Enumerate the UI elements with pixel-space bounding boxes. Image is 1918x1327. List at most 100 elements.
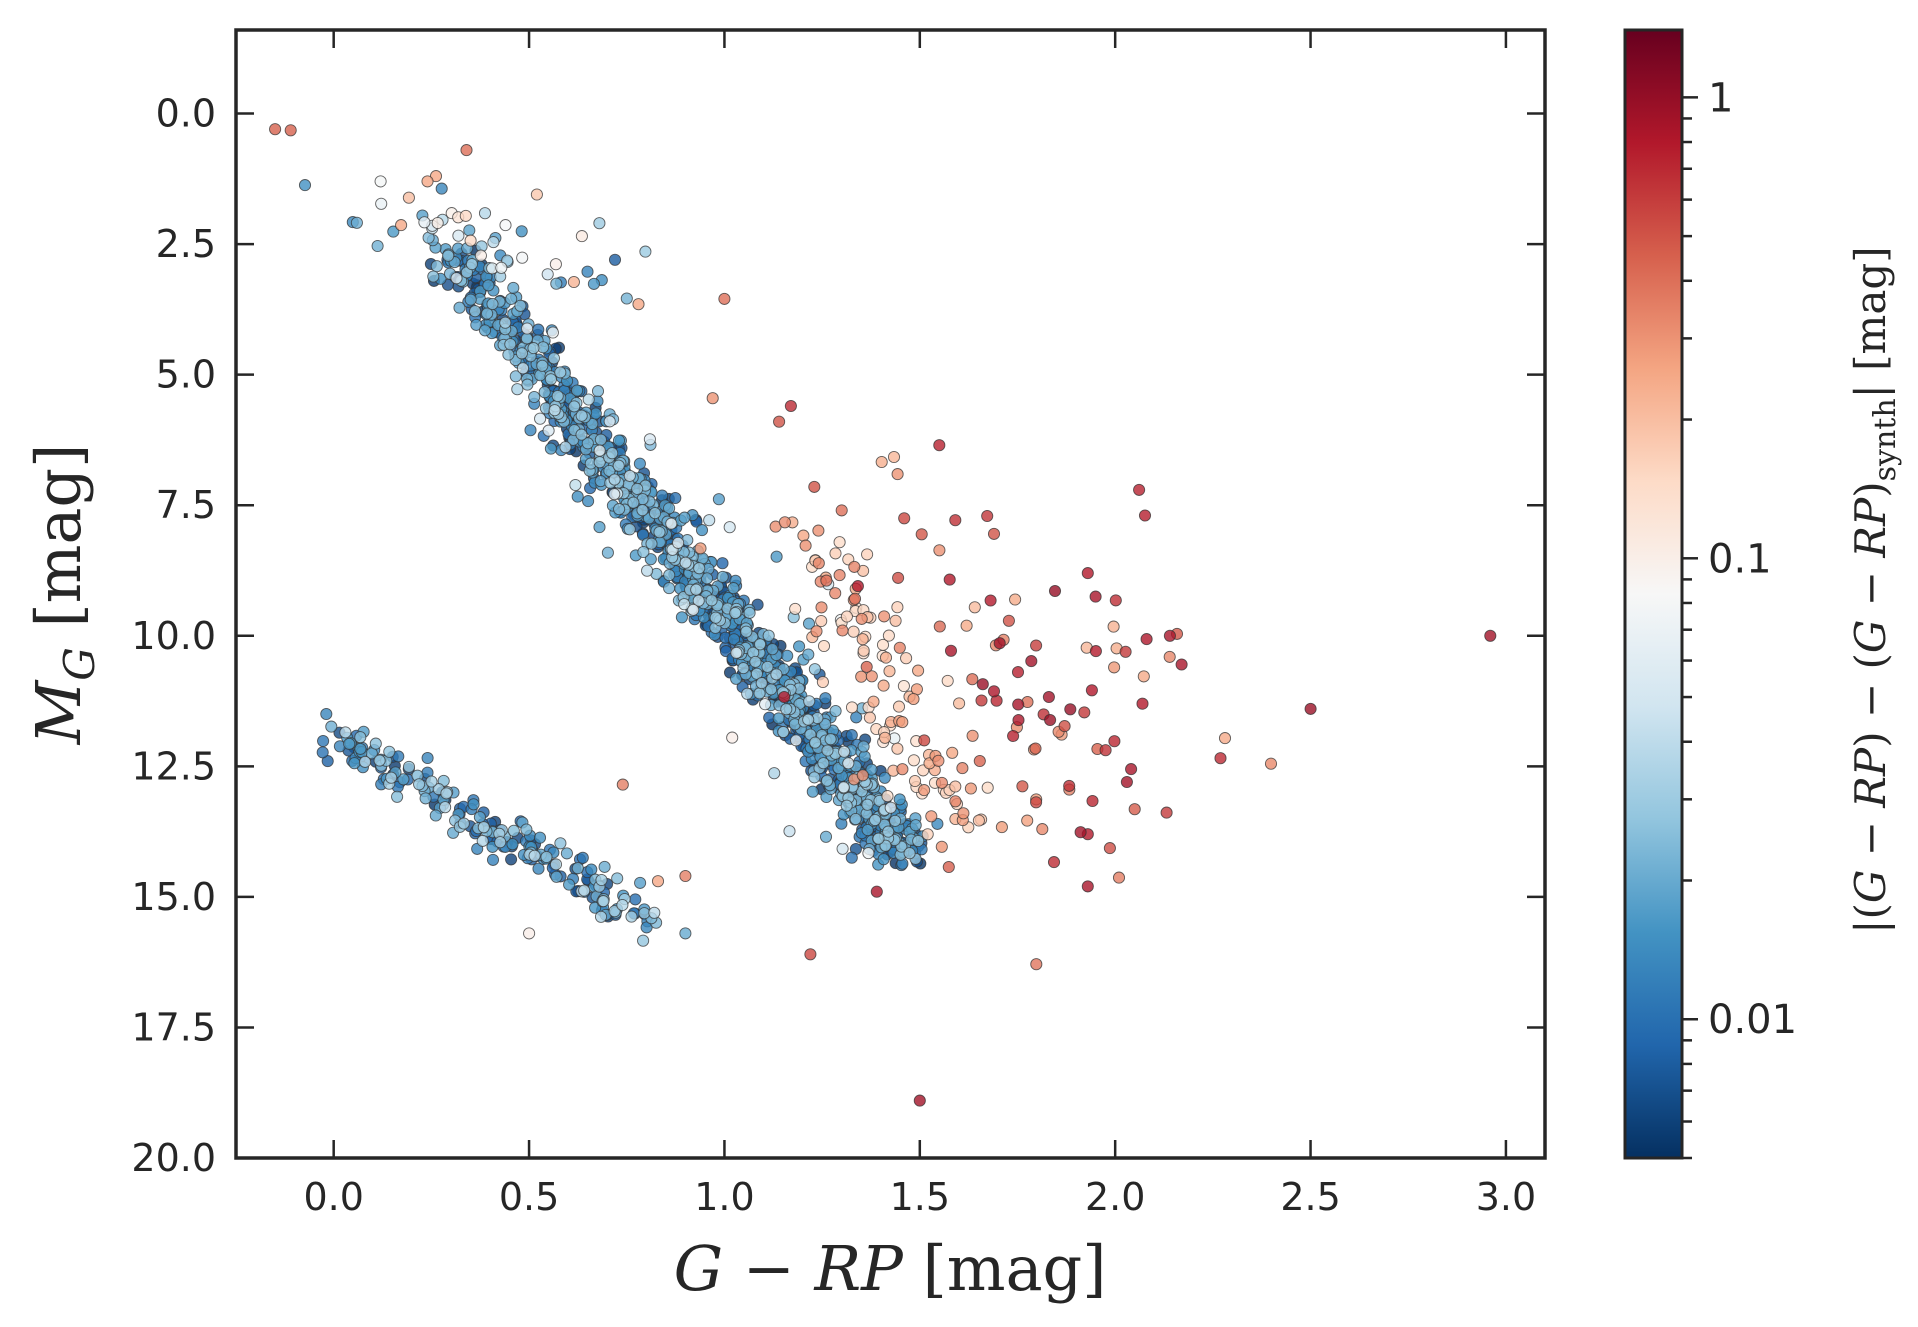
scatter-point bbox=[783, 825, 796, 838]
scatter-point bbox=[550, 277, 563, 290]
scatter-point bbox=[882, 825, 895, 838]
scatter-point bbox=[679, 927, 692, 940]
scatter-point bbox=[836, 624, 849, 637]
scatter-point bbox=[824, 733, 837, 746]
scatter-point bbox=[897, 679, 910, 693]
scatter-point bbox=[759, 698, 772, 711]
scatter-point bbox=[669, 491, 682, 505]
scatter-point bbox=[354, 742, 367, 755]
scatter-point bbox=[524, 424, 537, 437]
scatter-point bbox=[678, 598, 691, 611]
scatter-point bbox=[550, 870, 563, 883]
scatter-point bbox=[829, 587, 842, 600]
scatter-point bbox=[887, 450, 901, 464]
scatter-point bbox=[516, 251, 529, 264]
scatter-point bbox=[780, 703, 793, 716]
scatter-point bbox=[528, 390, 541, 404]
scatter-point bbox=[793, 640, 806, 653]
scatter-point bbox=[325, 720, 338, 733]
scatter-point bbox=[833, 569, 846, 582]
scatter-point bbox=[942, 860, 955, 874]
scatter-point bbox=[858, 750, 871, 763]
scatter-point bbox=[706, 392, 719, 405]
y-tick-label: 2.5 bbox=[156, 222, 216, 266]
scatter-point bbox=[777, 725, 790, 739]
scatter-point bbox=[467, 798, 480, 811]
scatter-point bbox=[507, 824, 520, 837]
scatter-point bbox=[712, 493, 725, 506]
scatter-point bbox=[520, 823, 533, 836]
scatter-point bbox=[932, 754, 945, 767]
scatter-point bbox=[1133, 483, 1146, 496]
scatter-point bbox=[943, 573, 956, 586]
scatter-point bbox=[395, 219, 408, 232]
scatter-point bbox=[504, 338, 517, 351]
scatter-point bbox=[766, 643, 779, 656]
scatter-point bbox=[913, 1094, 926, 1107]
scatter-point bbox=[918, 734, 931, 747]
x-tick-label: 0.0 bbox=[303, 1175, 363, 1219]
scatter-point bbox=[387, 225, 400, 238]
scatter-point bbox=[1036, 823, 1049, 836]
scatter-point bbox=[587, 277, 600, 290]
scatter-point bbox=[773, 415, 786, 428]
scatter-point bbox=[1128, 803, 1141, 816]
scatter-point bbox=[581, 437, 594, 450]
scatter-point bbox=[459, 209, 472, 222]
scatter-point bbox=[1163, 650, 1176, 663]
scatter-point bbox=[1112, 871, 1126, 884]
scatter-point bbox=[533, 831, 547, 844]
scatter-point bbox=[593, 217, 606, 230]
scatter-point bbox=[442, 249, 455, 262]
scatter-point bbox=[625, 910, 638, 923]
scatter-point bbox=[474, 249, 487, 262]
scatter-point bbox=[726, 731, 739, 744]
scatter-point bbox=[718, 292, 731, 305]
scatter-point bbox=[892, 700, 906, 713]
scatter-point bbox=[933, 544, 946, 557]
scatter-point bbox=[419, 792, 432, 805]
scatter-point bbox=[865, 670, 878, 683]
scatter-point bbox=[812, 524, 825, 537]
x-axis: 0.0 0.5 1.0 1.5 2.0 2.5 3.0 bbox=[303, 30, 1536, 1219]
scatter-point bbox=[1012, 698, 1025, 711]
scatter-point bbox=[933, 439, 946, 452]
scatter-point bbox=[317, 734, 330, 748]
scatter-point bbox=[716, 557, 729, 570]
scatter-point bbox=[966, 729, 979, 742]
scatter-point bbox=[549, 858, 563, 871]
scatter-point bbox=[808, 663, 821, 676]
colorbar-tick-label: 1 bbox=[1708, 75, 1733, 121]
scatter-point bbox=[675, 611, 688, 624]
scatter-point bbox=[848, 592, 862, 605]
scatter-point bbox=[578, 884, 591, 897]
y-tick-label: 15.0 bbox=[131, 875, 216, 919]
scatter-point bbox=[563, 878, 576, 891]
scatter-point bbox=[802, 617, 816, 630]
scatter-point bbox=[284, 124, 297, 137]
scatter-point bbox=[877, 853, 890, 866]
scatter-point bbox=[835, 504, 848, 517]
scatter-point bbox=[648, 906, 661, 919]
scatter-point bbox=[896, 763, 909, 776]
scatter-point bbox=[878, 610, 891, 623]
scatter-point bbox=[903, 847, 916, 860]
scatter-points bbox=[269, 123, 1497, 1107]
scatter-point bbox=[547, 352, 560, 365]
scatter-point bbox=[616, 778, 629, 791]
scatter-point bbox=[1029, 742, 1042, 755]
scatter-point bbox=[856, 633, 869, 646]
scatter-point bbox=[867, 695, 880, 708]
scatter-point bbox=[559, 441, 572, 454]
scatter-point bbox=[755, 677, 768, 690]
scatter-point bbox=[921, 828, 934, 841]
scatter-point bbox=[1030, 639, 1043, 652]
scatter-point bbox=[598, 860, 611, 873]
scatter-point bbox=[857, 644, 870, 657]
scatter-point bbox=[808, 771, 821, 784]
scatter-point bbox=[957, 807, 970, 820]
scatter-point bbox=[1044, 713, 1057, 727]
scatter-point bbox=[821, 774, 834, 787]
scatter-point bbox=[857, 740, 870, 753]
scatter-point bbox=[515, 347, 528, 360]
